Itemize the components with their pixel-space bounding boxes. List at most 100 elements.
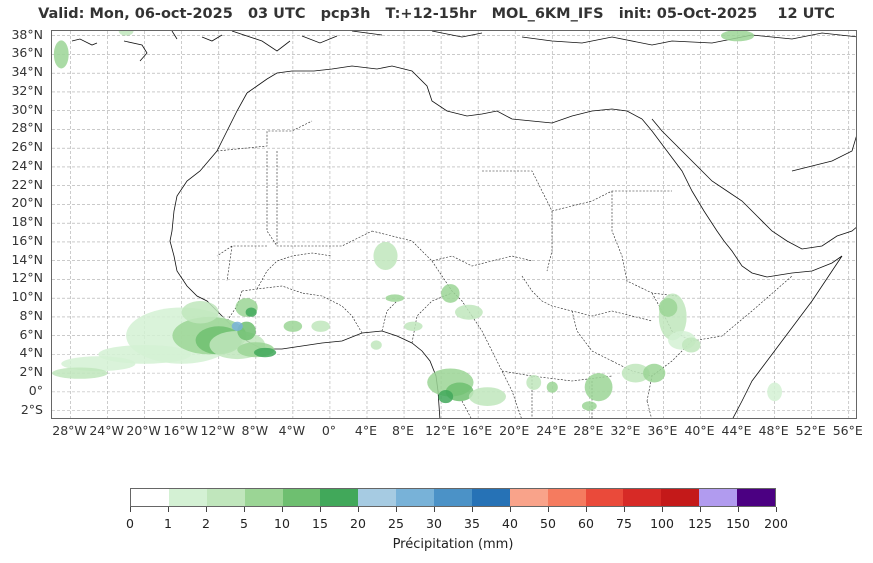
colorbar-segment: [434, 489, 472, 506]
colorbar-tick-label: 25: [388, 516, 404, 531]
colorbar-tick-mark: [738, 507, 739, 512]
precipitation-map[interactable]: [51, 30, 857, 419]
colorbar-segment: [547, 489, 586, 506]
lon-label: 32°E: [610, 423, 641, 438]
colorbar-tick-mark: [586, 507, 587, 512]
precip-patch: [658, 298, 678, 317]
colorbar-label: Précipitation (mm): [392, 537, 514, 552]
precip-patch: [546, 381, 558, 393]
lon-label: 28°E: [573, 423, 604, 438]
precip-patch: [767, 382, 783, 402]
lat-label: 10°N: [11, 289, 43, 305]
colorbar-tick-label: 10: [274, 516, 290, 531]
lat-label: 4°N: [19, 345, 43, 361]
precip-patch: [404, 321, 423, 331]
lon-label: 44°E: [721, 423, 752, 438]
lat-label: 32°N: [11, 82, 43, 98]
colorbar-tick-mark: [776, 507, 777, 512]
lat-label: 38°N: [11, 26, 43, 42]
precip-patch: [311, 320, 330, 332]
colorbar-tick-mark: [168, 507, 169, 512]
precip-patch: [231, 321, 243, 331]
colorbar-segment: [661, 489, 700, 506]
colorbar-segment: [699, 489, 737, 506]
precip-patch: [373, 241, 398, 271]
lat-label: 22°N: [11, 176, 43, 192]
lon-label: 16°E: [462, 423, 493, 438]
lat-label: 8°N: [19, 307, 43, 323]
colorbar-segment: [585, 489, 624, 506]
colorbar-tick-label: 60: [578, 516, 594, 531]
colorbar: [130, 488, 776, 507]
precip-patch: [370, 340, 382, 350]
colorbar-tick-mark: [472, 507, 473, 512]
colorbar-tick-label: 15: [312, 516, 328, 531]
colorbar-tick-mark: [624, 507, 625, 512]
lat-label: 36°N: [11, 45, 43, 61]
colorbar-tick-mark: [206, 507, 207, 512]
colorbar-tick-mark: [510, 507, 511, 512]
precip-patch: [526, 375, 542, 391]
lon-label: 16°W: [163, 423, 198, 438]
precip-patch: [118, 31, 134, 36]
colorbar-tick-label: 40: [502, 516, 518, 531]
precip-patch: [438, 390, 454, 404]
precip-patch: [720, 31, 755, 42]
lon-label: 12°E: [425, 423, 456, 438]
lon-label: 28°W: [52, 423, 87, 438]
lon-label: 56°E: [832, 423, 863, 438]
lat-label: 12°N: [11, 270, 43, 286]
colorbar-tick-label: 75: [616, 516, 632, 531]
lat-label: 16°N: [11, 232, 43, 248]
lat-label: 6°N: [19, 326, 43, 342]
colorbar-tick-label: 1: [164, 516, 172, 531]
lat-label: 20°N: [11, 195, 43, 211]
lat-label: 0°: [28, 382, 43, 398]
lon-label: 52°E: [795, 423, 826, 438]
colorbar-tick-label: 2: [202, 516, 210, 531]
lat-label: 14°N: [11, 251, 43, 267]
colorbar-tick-mark: [396, 507, 397, 512]
colorbar-tick-label: 200: [764, 516, 788, 531]
lon-label: 48°E: [758, 423, 789, 438]
lon-label: 24°E: [536, 423, 567, 438]
lon-label: 8°W: [241, 423, 269, 438]
lat-label: 26°N: [11, 139, 43, 155]
lon-label: 40°E: [684, 423, 715, 438]
colorbar-tick-mark: [662, 507, 663, 512]
colorbar-tick-mark: [434, 507, 435, 512]
colorbar-tick-mark: [358, 507, 359, 512]
colorbar-segment: [282, 489, 321, 506]
colorbar-segment: [131, 489, 169, 506]
lat-label: 34°N: [11, 64, 43, 80]
colorbar-tick-label: 5: [240, 516, 248, 531]
precip-patch: [283, 320, 303, 332]
precip-patch: [253, 347, 277, 358]
lon-label: 8°E: [391, 423, 415, 438]
lon-label: 36°E: [647, 423, 678, 438]
lat-label: 28°N: [11, 120, 43, 136]
borders: [216, 120, 793, 418]
precip-patch: [468, 387, 506, 406]
map-title: Valid: Mon, 06-oct-2025 03 UTC pcp3h T:+…: [38, 6, 835, 22]
colorbar-tick-mark: [244, 507, 245, 512]
colorbar-tick-label: 150: [726, 516, 750, 531]
colorbar-tick-mark: [700, 507, 701, 512]
precip-patch: [245, 307, 257, 317]
colorbar-segment: [737, 489, 775, 506]
lon-label: 0°: [321, 423, 337, 438]
colorbar-tick-label: 35: [464, 516, 480, 531]
colorbar-segment: [358, 489, 397, 506]
precip-patch: [455, 304, 483, 320]
precip-patch: [441, 284, 460, 303]
colorbar-tick-label: 0: [126, 516, 134, 531]
colorbar-segment: [509, 489, 548, 506]
map-canvas: [52, 31, 856, 418]
colorbar-tick-label: 50: [540, 516, 556, 531]
lat-label: 2°S: [20, 401, 43, 417]
colorbar-segment: [396, 489, 434, 506]
lon-label: 12°W: [200, 423, 236, 438]
precip-patch: [181, 300, 219, 324]
precip-patch: [681, 337, 701, 353]
lat-label: 2°N: [19, 364, 43, 380]
